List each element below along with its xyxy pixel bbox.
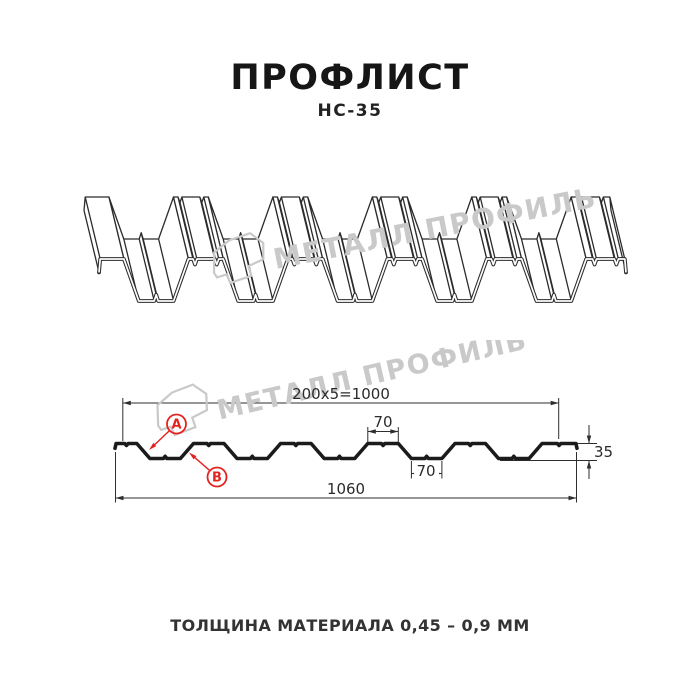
page-title: ПРОФЛИСТ: [230, 58, 470, 98]
dim-rib-bottom-label: 70: [416, 462, 435, 480]
dim-height-label: 35: [594, 443, 613, 461]
marker-a-label: A: [171, 418, 181, 433]
dim-rib-top-label: 70: [373, 413, 392, 431]
watermark-logo-icon: [156, 383, 209, 437]
profile-3d-drawing: МЕТАЛЛ ПРОФИЛЬ: [83, 181, 628, 303]
profile-outline: [113, 441, 579, 461]
callout-markers: [149, 413, 228, 488]
dim-total-width-label: 1060: [327, 480, 365, 498]
profile-cross-section-drawing: МЕТАЛЛ ПРОФИЛЬ 200x5=1000 70 70 1060 35 …: [113, 340, 613, 503]
page-subtitle: НС-35: [317, 101, 383, 121]
dim-cover-width-label: 200x5=1000: [292, 385, 390, 403]
dim-label-mask: [414, 464, 439, 478]
watermark-logo-icon: [212, 231, 265, 285]
thickness-note: ТОЛЩИНА МАТЕРИАЛА 0,45 – 0,9 ММ: [170, 616, 530, 635]
profile-3d-sheet: [83, 196, 628, 303]
watermark-text: МЕТАЛЛ ПРОФИЛЬ: [214, 340, 530, 426]
marker-b-label: B: [212, 471, 222, 486]
